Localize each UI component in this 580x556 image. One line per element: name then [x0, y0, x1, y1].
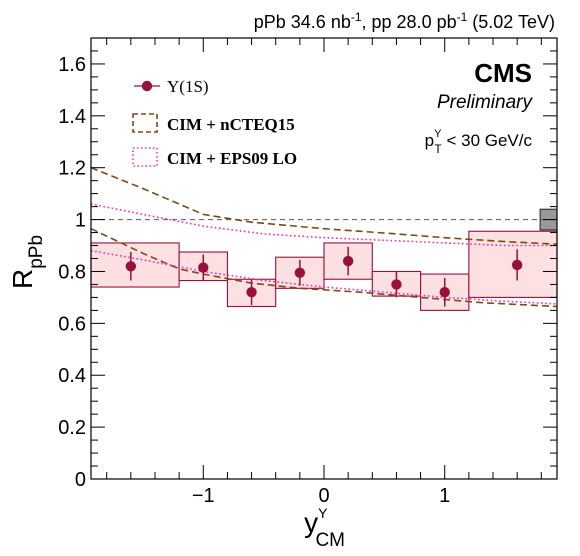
x-tick-label-1: 0 [318, 485, 329, 507]
y-tick-label-2: 0.4 [58, 365, 86, 387]
axis-ticks: 0 0.2 0.4 0.6 0.8 1 1.2 1.4 1.6 −1 0 1 [58, 38, 557, 507]
data-point-4 [342, 255, 354, 267]
cms-label: CMS [474, 58, 532, 88]
legend-swatch-ncteq [132, 113, 158, 133]
model-band-2-upper [90, 203, 557, 247]
x-axis-title: yΥ CM [304, 505, 345, 551]
data-points [125, 246, 523, 307]
y-tick-label-8: 1.6 [58, 54, 86, 76]
y-tick-label-3: 0.6 [58, 313, 86, 335]
model-band-2-lower [90, 249, 558, 305]
systematic-boxes [90, 230, 558, 311]
legend-label-ncteq: CIM + nCTEQ15 [167, 115, 295, 134]
x-tick-label-2: 1 [439, 485, 450, 507]
x-tick-label-0: −1 [192, 485, 215, 507]
lumi-label: pPb 34.6 nb-1, pp 28.0 pb-1 (5.02 TeV) [254, 10, 555, 32]
y-tick-label-7: 1.4 [58, 106, 86, 128]
legend-swatch-eps09 [132, 147, 158, 167]
preliminary-label: Preliminary [437, 92, 534, 113]
y-axis-title: RpPb [7, 235, 47, 289]
data-point-6 [439, 287, 450, 298]
data-point-5 [391, 279, 402, 290]
legend-marker-point [141, 80, 153, 92]
data-point-2 [246, 287, 257, 298]
data-point-0 [125, 261, 137, 272]
plot-frame [90, 37, 558, 480]
legend-label-upsilon: Υ(1S) [167, 77, 209, 96]
data-point-3 [294, 267, 306, 278]
model-band-1-lower [90, 227, 558, 308]
model-bands [90, 166, 558, 308]
data-point-7 [511, 259, 523, 271]
data-point-1 [198, 262, 209, 273]
legend-label-eps09: CIM + EPS09 LO [167, 149, 297, 168]
legend: Υ(1S) CIM + nCTEQ15 CIM + EPS09 LO [132, 77, 297, 168]
pt-cut-label: pΥ T < 30 GeV/c [425, 128, 533, 156]
y-tick-label-6: 1.2 [58, 158, 86, 180]
y-tick-label-0: 0 [75, 469, 86, 491]
y-tick-label-4: 0.8 [58, 261, 86, 283]
y-tick-label-1: 0.2 [58, 417, 86, 439]
y-tick-label-5: 1 [75, 210, 86, 232]
